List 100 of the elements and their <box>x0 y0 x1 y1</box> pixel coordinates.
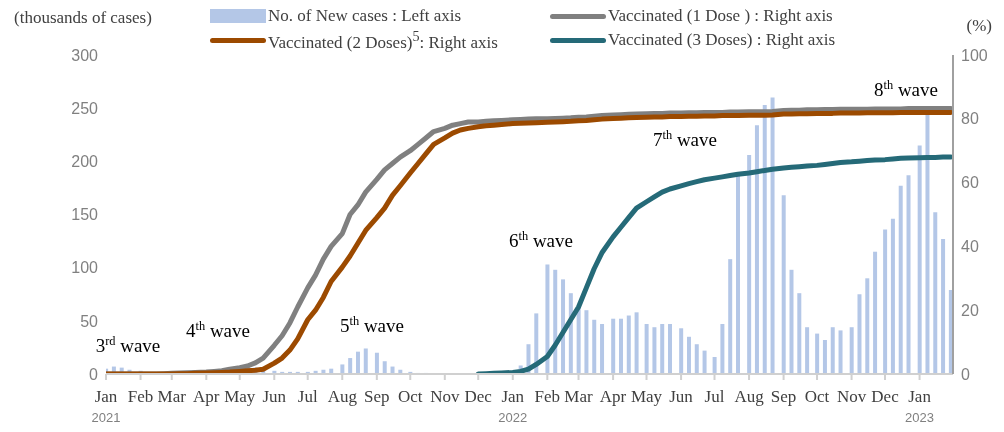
y-axis-title: (thousands of cases) <box>14 8 152 28</box>
y2-tick-label: 100 <box>961 46 988 64</box>
bar <box>857 294 862 374</box>
y-tick-label: 250 <box>71 99 99 117</box>
x-tick-label: Jul <box>704 387 725 406</box>
annotation: 3$^{rd}$ wave <box>95 334 161 356</box>
bar <box>618 318 623 374</box>
y-tick-label: 50 <box>80 312 99 330</box>
y-tick-label: 300 <box>71 46 99 64</box>
bar <box>679 328 684 374</box>
legend-label: Vaccinated (1 Dose ) : Right axis <box>608 6 833 26</box>
bar <box>925 114 930 374</box>
bar <box>355 351 360 374</box>
x-tick-label: Jun <box>669 387 694 406</box>
bar <box>600 324 605 374</box>
bar <box>694 344 699 374</box>
bar <box>917 145 922 374</box>
x-tick-label: Dec <box>871 387 900 406</box>
bar <box>686 336 691 374</box>
bar <box>634 312 639 374</box>
bar <box>348 358 353 374</box>
bar <box>712 356 717 374</box>
y-tick-label: 100 <box>71 259 99 277</box>
annotation: 5$^{th}$ wave <box>340 314 404 336</box>
bar <box>906 175 911 374</box>
bar <box>660 324 665 374</box>
y-tick-label: 150 <box>71 206 99 224</box>
bar <box>797 293 802 374</box>
bar <box>340 364 345 374</box>
bar <box>754 125 759 374</box>
annotation: 8$^{th}$ wave <box>874 78 938 100</box>
bar <box>747 154 752 374</box>
x-tick-label: Aug <box>327 387 358 406</box>
x-tick-label: Jun <box>262 387 287 406</box>
bar <box>933 212 938 374</box>
bar <box>770 97 775 374</box>
x-tick-label: Feb <box>534 387 561 406</box>
x-tick-label: May <box>224 387 256 406</box>
x-tick-label: Mar <box>157 387 187 406</box>
y2-tick-label: 60 <box>961 174 979 192</box>
legend-label: Vaccinated (2 Doses)$^{5}$: Right axis <box>268 28 498 53</box>
bar <box>781 195 786 374</box>
y-tick-label: 0 <box>89 365 99 383</box>
bar <box>545 264 550 374</box>
bar <box>736 175 741 374</box>
y2-tick-label: 40 <box>961 238 979 256</box>
annotation: 6$^{th}$ wave <box>509 229 573 251</box>
x-tick-label: Oct <box>804 387 830 406</box>
legend-label: Vaccinated (3 Doses) : Right axis <box>608 30 836 51</box>
bar <box>815 333 820 374</box>
bar <box>890 218 895 374</box>
x-tick-label: Jan 2021 <box>91 387 121 425</box>
y2-axis-title: (%) <box>966 16 992 36</box>
annotation: 7$^{th}$ wave <box>653 128 717 150</box>
bar <box>668 324 673 374</box>
bar <box>611 318 616 374</box>
bar <box>762 104 767 374</box>
x-tick-label: Feb <box>127 387 154 406</box>
bar <box>382 361 387 374</box>
x-tick-label: Jan 2022 <box>498 387 528 425</box>
y2-tick-label: 80 <box>961 110 979 128</box>
x-tick-label: Apr <box>599 387 627 406</box>
bar <box>849 327 854 374</box>
bar <box>865 278 870 374</box>
x-tick-label: Jan 2023 <box>905 387 935 425</box>
bar <box>830 327 835 374</box>
bar <box>702 350 707 374</box>
bar <box>838 330 843 374</box>
bar <box>553 269 558 374</box>
bar <box>883 229 888 374</box>
bar <box>374 352 379 374</box>
bar <box>592 319 597 374</box>
x-tick-label: Dec <box>464 387 493 406</box>
bar <box>805 327 810 374</box>
bar <box>644 324 649 374</box>
bar <box>626 315 631 374</box>
x-tick-label: Apr <box>193 387 220 406</box>
bar <box>822 339 827 374</box>
bar <box>363 348 368 374</box>
legend-label: No. of New cases : Left axis <box>268 6 462 26</box>
bar <box>789 269 794 374</box>
x-tick-label: Sep <box>770 387 797 406</box>
x-tick-label: Sep <box>364 387 390 406</box>
x-tick-label: Nov <box>836 387 867 406</box>
x-tick-label: Oct <box>397 387 423 406</box>
bar <box>898 185 903 374</box>
y2-tick-label: 0 <box>961 365 970 383</box>
bar <box>873 251 878 374</box>
x-tick-label: May <box>630 387 663 406</box>
bar <box>728 259 733 374</box>
x-tick-label: Jul <box>297 387 318 406</box>
y2-tick-label: 20 <box>961 301 979 319</box>
y-tick-label: 200 <box>71 153 99 171</box>
annotation: 4$^{th}$ wave <box>186 319 250 341</box>
x-tick-label: Aug <box>734 387 765 406</box>
x-tick-label: Nov <box>430 387 460 406</box>
bar <box>576 307 581 374</box>
x-tick-label: Mar <box>564 387 594 406</box>
bar <box>720 324 725 374</box>
bar <box>941 238 946 374</box>
